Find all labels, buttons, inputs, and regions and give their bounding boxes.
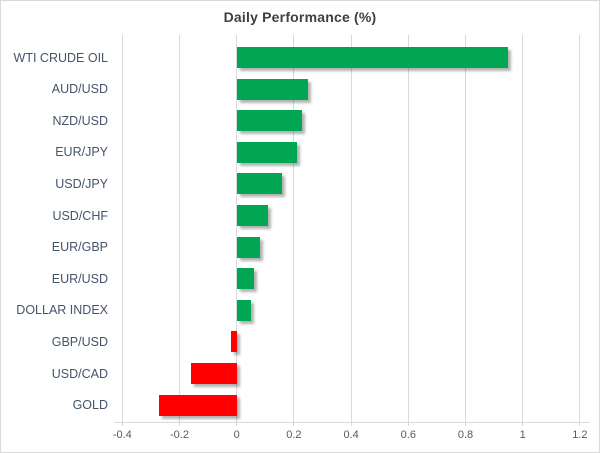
x-tick-label: 0.8	[457, 429, 474, 441]
gridline	[350, 35, 352, 422]
axis-tick-mark	[236, 422, 238, 426]
gridline	[121, 35, 123, 422]
gridline	[236, 35, 238, 422]
axis-tick-mark	[407, 422, 409, 426]
bar-eur-gbp	[236, 236, 260, 258]
bar-usd-cad	[190, 363, 237, 384]
category-label-nzd-usd: NZD/USD	[52, 113, 108, 128]
category-label-eur-jpy: EUR/JPY	[55, 145, 108, 160]
category-label-usd-cad: USD/CAD	[51, 366, 108, 381]
x-tick-label: -0.2	[170, 429, 189, 441]
category-label-gbp-usd: GBP/USD	[51, 334, 108, 349]
gridline	[465, 35, 466, 422]
x-axis-line	[114, 422, 590, 423]
x-tick-label: 0	[233, 429, 240, 441]
axis-tick-mark	[293, 422, 295, 426]
category-label-eur-usd: EUR/USD	[51, 271, 108, 286]
gridline	[293, 35, 295, 422]
axis-tick-mark	[522, 422, 524, 426]
gridline	[179, 35, 180, 422]
gridline	[579, 35, 581, 422]
bar-eur-jpy	[236, 141, 297, 163]
x-tick-label: 0.2	[286, 429, 302, 441]
category-label-wti-crude-oil: WTI CRUDE OIL	[13, 50, 108, 65]
bar-wti-crude-oil	[236, 47, 509, 68]
gridline	[407, 35, 409, 422]
bar-nzd-usd	[236, 110, 303, 132]
category-label-eur-gbp: EUR/GBP	[51, 240, 108, 255]
bar-eur-usd	[236, 268, 254, 290]
bar-gbp-usd	[230, 331, 237, 353]
category-label-aud-usd: AUD/USD	[51, 82, 108, 97]
axis-tick-mark	[179, 422, 180, 426]
bar-aud-usd	[236, 78, 309, 100]
category-label-dollar-index: DOLLAR INDEX	[16, 303, 108, 318]
x-tick-label: 1	[519, 429, 526, 441]
category-label-gold: GOLD	[72, 398, 108, 413]
axis-tick-mark	[579, 422, 581, 426]
x-tick-label: 0.6	[400, 429, 416, 441]
bar-gold	[159, 394, 237, 416]
x-tick-label: 0.4	[343, 429, 359, 441]
bar-usd-chf	[236, 205, 269, 226]
axis-tick-mark	[465, 422, 466, 426]
bar-usd-jpy	[236, 173, 283, 195]
chart-title: Daily Performance (%)	[223, 9, 377, 25]
category-label-usd-chf: USD/CHF	[52, 208, 108, 223]
x-tick-label: -0.4	[112, 429, 132, 441]
gridline	[522, 35, 524, 422]
axis-tick-mark	[350, 422, 352, 426]
x-tick-label: 1.2	[572, 429, 588, 441]
axis-tick-mark	[121, 422, 123, 426]
category-label-usd-jpy: USD/JPY	[55, 176, 108, 191]
bar-dollar-index	[236, 299, 251, 321]
